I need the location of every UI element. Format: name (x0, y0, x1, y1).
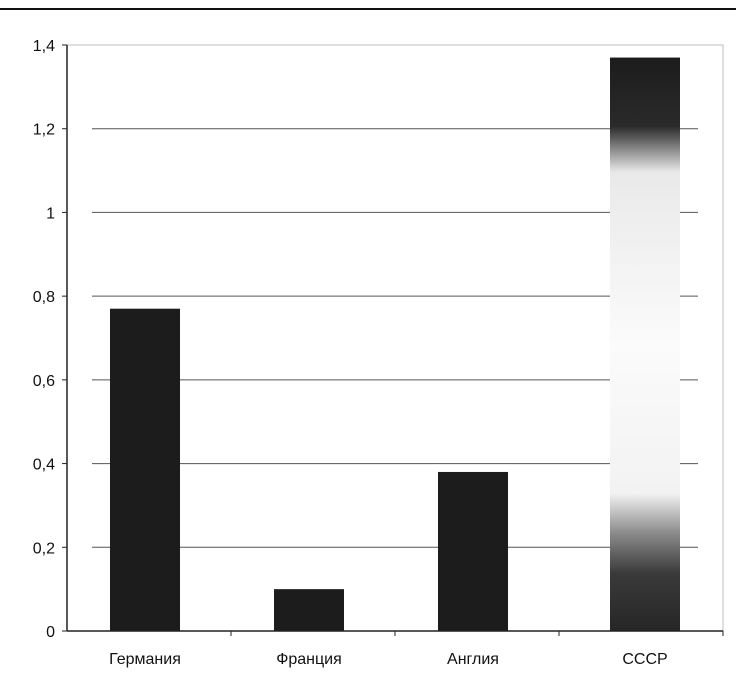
y-tick-label: 1 (46, 205, 55, 222)
x-axis-labels: Германия Франция Англия СССР (109, 631, 724, 668)
gridlines (92, 128, 698, 548)
x-tick-label: Германия (109, 651, 181, 668)
y-tick-label: 0,2 (33, 540, 55, 557)
y-tick-label: 0 (46, 624, 55, 641)
bar (610, 57, 680, 632)
y-tick-label: 0,8 (33, 289, 55, 306)
x-tick-label: Франция (276, 651, 342, 668)
bar (274, 589, 344, 631)
bar (438, 471, 508, 631)
y-tick-label: 0,6 (33, 373, 55, 390)
y-axis-ticks: 0 0,2 0,4 0,6 0,8 1 1,2 1,4 (33, 38, 67, 641)
y-tick-label: 0,4 (33, 457, 55, 474)
x-tick-label: Англия (447, 651, 499, 668)
y-tick-label: 1,2 (33, 122, 55, 139)
y-tick-label: 1,4 (33, 38, 55, 55)
x-tick-label: СССР (622, 651, 667, 668)
bars (110, 57, 680, 632)
bar (110, 308, 180, 631)
